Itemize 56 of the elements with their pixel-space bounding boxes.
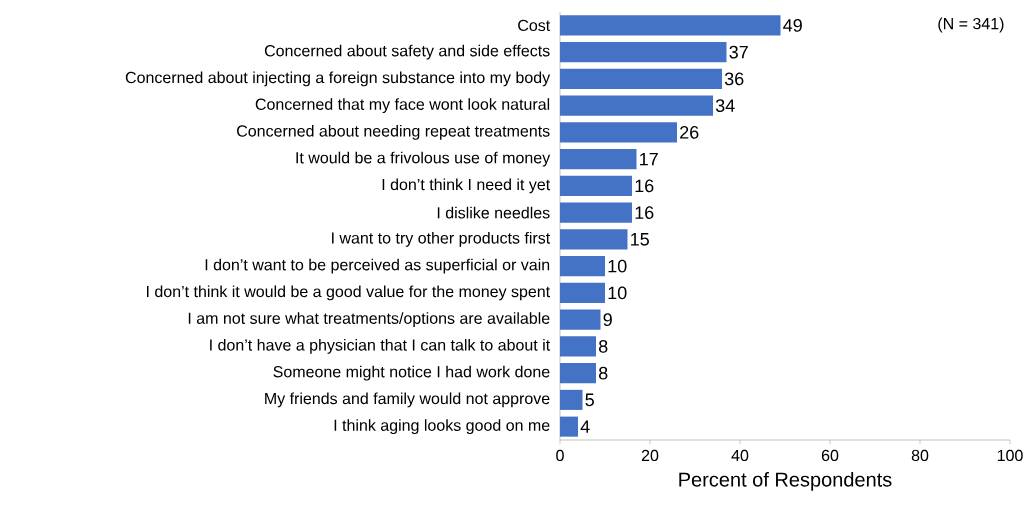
bar bbox=[560, 309, 601, 330]
y-tick-label: I think aging looks good on me bbox=[334, 419, 550, 435]
data-label: 34 bbox=[715, 99, 735, 112]
y-tick-label: I don’t have a physician that I can talk to about it bbox=[210, 338, 551, 354]
bar bbox=[560, 122, 677, 143]
bar bbox=[560, 229, 628, 250]
data-label: 17 bbox=[640, 152, 658, 166]
bar bbox=[560, 336, 596, 357]
bar bbox=[560, 363, 596, 384]
y-tick-label: I want to try other products first bbox=[332, 231, 551, 247]
x-tick-label: 20 bbox=[641, 449, 659, 462]
data-label: 16 bbox=[635, 179, 654, 193]
bar bbox=[560, 416, 578, 437]
data-label: 16 bbox=[635, 206, 654, 219]
bar bbox=[560, 15, 781, 36]
data-label: 5 bbox=[585, 393, 594, 407]
y-tick-label: I dislike needles bbox=[437, 206, 550, 219]
bar bbox=[560, 42, 727, 63]
bar bbox=[560, 282, 605, 303]
data-label: 26 bbox=[680, 126, 699, 139]
bar bbox=[560, 389, 583, 410]
y-tick-label: Someone might notice I had work done bbox=[273, 365, 550, 381]
x-tick-label: 40 bbox=[731, 449, 749, 462]
bar bbox=[560, 202, 632, 223]
y-tick-label: Concerned about needing repeat treatments bbox=[237, 124, 550, 140]
x-tick-label: 60 bbox=[821, 449, 839, 462]
y-tick-label: Cost bbox=[518, 19, 551, 32]
bar bbox=[560, 149, 637, 170]
y-tick-label: It would be a frivolous use of money bbox=[296, 151, 551, 167]
bar bbox=[560, 68, 722, 89]
data-label: 37 bbox=[729, 45, 748, 59]
y-tick-label: I don’t think it would be a good value for the money spent bbox=[147, 285, 551, 301]
annotation: (N = 341) bbox=[938, 17, 1004, 33]
y-tick-label: I am not sure what treatments/options are available bbox=[188, 312, 550, 328]
y-tick-label: Concerned that my face wont look natural bbox=[255, 98, 550, 114]
data-label: 49 bbox=[783, 19, 802, 32]
data-label: 4 bbox=[580, 420, 590, 433]
y-tick-label: I don’t think I need it yet bbox=[382, 178, 551, 194]
data-label: 15 bbox=[631, 233, 649, 246]
data-label: 8 bbox=[598, 366, 608, 380]
x-tick-label: 0 bbox=[556, 449, 564, 462]
y-tick-label: Concerned about injecting a foreign substance into my body bbox=[125, 71, 551, 87]
y-tick-label: My friends and family would not approve bbox=[265, 392, 550, 408]
data-label: 10 bbox=[608, 286, 627, 300]
bar bbox=[560, 256, 605, 277]
data-label: 36 bbox=[724, 72, 744, 86]
y-tick-label: Concerned about safety and side effects bbox=[264, 44, 550, 60]
data-label: 10 bbox=[608, 259, 627, 273]
bar bbox=[560, 175, 632, 196]
x-tick-label: 80 bbox=[911, 449, 929, 462]
x-axis-title: Percent of Respondents bbox=[679, 471, 892, 491]
bar bbox=[560, 95, 713, 116]
data-label: 8 bbox=[598, 340, 608, 353]
data-label: 9 bbox=[603, 313, 612, 326]
x-tick-label: 100 bbox=[997, 449, 1023, 462]
y-tick-label: I don’t want to be perceived as superficial or vain bbox=[205, 258, 550, 274]
